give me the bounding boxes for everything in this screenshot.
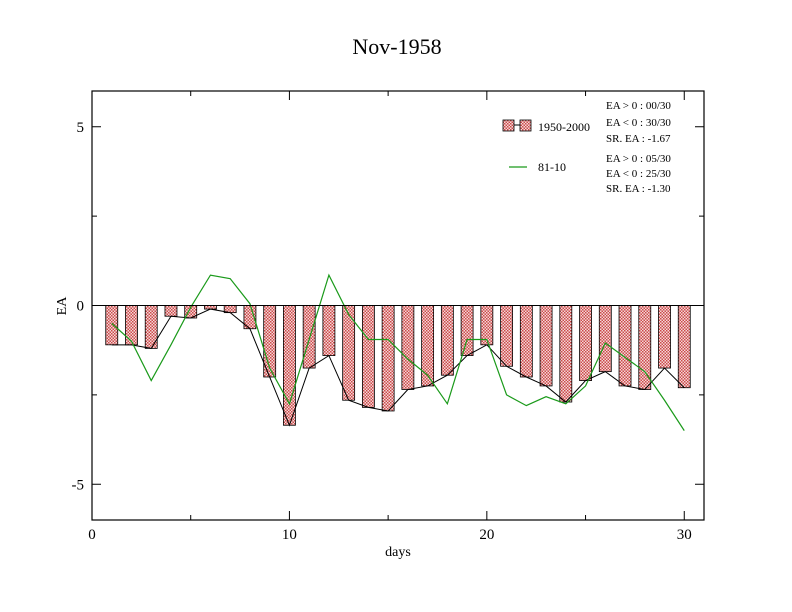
- bar-day-2: [125, 305, 138, 346]
- bar-day-16: [401, 305, 415, 390]
- x-tick-label: 10: [282, 527, 297, 543]
- stat-1950-sr: SR. EA : -1.67: [606, 133, 671, 145]
- stat-8110-pos: EA > 0 : 05/30: [606, 153, 671, 165]
- bar-day-19: [460, 305, 474, 356]
- bar-day-30: [677, 305, 691, 389]
- bar-day-24: [559, 305, 573, 403]
- bar-day-4: [164, 305, 178, 317]
- x-axis-label: days: [385, 545, 411, 560]
- y-tick-label: -5: [72, 477, 85, 493]
- bar-day-15: [381, 305, 395, 412]
- bar-day-14: [361, 305, 375, 408]
- bar-day-11: [302, 305, 316, 369]
- x-tick-label: 20: [479, 527, 494, 543]
- legend-label-1950-2000: 1950-2000: [538, 120, 590, 134]
- legend-bar-swatch-2: [519, 119, 532, 132]
- legend: 1950-2000 81-10 EA > 0 : 00/30 EA < 0 : …: [502, 100, 671, 195]
- bar-day-22: [519, 305, 533, 378]
- x-tick-label: 30: [677, 527, 692, 543]
- stat-1950-neg: EA < 0 : 30/30: [606, 117, 671, 129]
- bar-day-21: [500, 305, 513, 367]
- line-series-81-10: [111, 273, 685, 431]
- bar-day-25: [579, 305, 592, 381]
- bar-series: [105, 305, 691, 426]
- legend-label-81-10: 81-10: [538, 160, 566, 174]
- y-tick-label: 5: [77, 120, 85, 136]
- legend-bar-swatch: [502, 119, 515, 132]
- bar-day-18: [440, 305, 454, 376]
- bar-day-27: [618, 305, 632, 387]
- bar-day-10: [283, 305, 296, 426]
- stat-8110-neg: EA < 0 : 25/30: [606, 168, 671, 180]
- bar-day-23: [539, 305, 553, 387]
- x-tick-label: 0: [88, 527, 96, 543]
- bar-connector-line: [111, 308, 685, 427]
- bar-day-17: [421, 305, 435, 387]
- stat-1950-pos: EA > 0 : 00/30: [606, 100, 671, 112]
- bar-day-29: [658, 305, 671, 369]
- bar-day-6: [204, 305, 217, 310]
- axis-ticks: 0 10 20 30 -5 0 5: [72, 91, 704, 543]
- bar-day-26: [598, 305, 612, 373]
- chart-title: Nov-1958: [352, 34, 441, 59]
- bar-day-1: [105, 305, 119, 346]
- bar-day-12: [322, 305, 336, 356]
- stat-8110-sr: SR. EA : -1.30: [606, 183, 671, 195]
- y-axis-label: EA: [55, 296, 70, 316]
- y-tick-label: 0: [77, 299, 85, 315]
